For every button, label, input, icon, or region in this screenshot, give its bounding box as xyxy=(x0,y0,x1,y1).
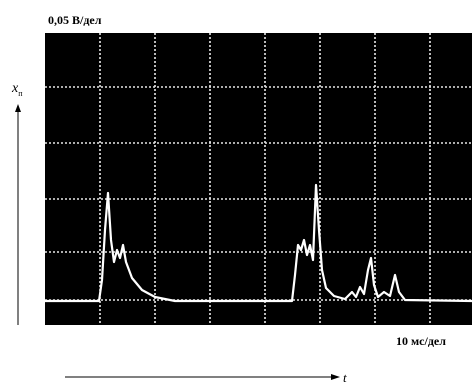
y-axis-subscript: п xyxy=(18,89,23,98)
x-axis-label: t xyxy=(343,370,347,383)
y-arrow-head xyxy=(15,104,21,112)
vertical-scale: 0,05 В/дел xyxy=(48,13,102,27)
y-axis-label: xп xyxy=(11,81,23,98)
screen xyxy=(45,33,472,325)
horizontal-scale: 10 мс/дел xyxy=(396,334,446,348)
x-arrow-head xyxy=(331,374,340,380)
oscillogram: 0,05 В/дел xп 10 мс/дел t xyxy=(0,0,472,383)
